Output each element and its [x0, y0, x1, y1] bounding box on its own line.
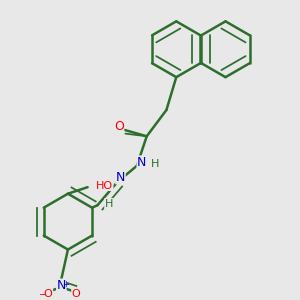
- Text: H: H: [105, 199, 113, 208]
- Text: O: O: [114, 120, 124, 133]
- Text: O: O: [72, 289, 80, 299]
- Text: N: N: [57, 279, 66, 292]
- Text: −: −: [39, 290, 47, 300]
- Text: HO: HO: [96, 181, 113, 190]
- Text: +: +: [62, 280, 69, 289]
- Text: H: H: [151, 159, 159, 169]
- Text: N: N: [137, 156, 146, 169]
- Text: N: N: [116, 171, 125, 184]
- Text: O: O: [44, 289, 52, 299]
